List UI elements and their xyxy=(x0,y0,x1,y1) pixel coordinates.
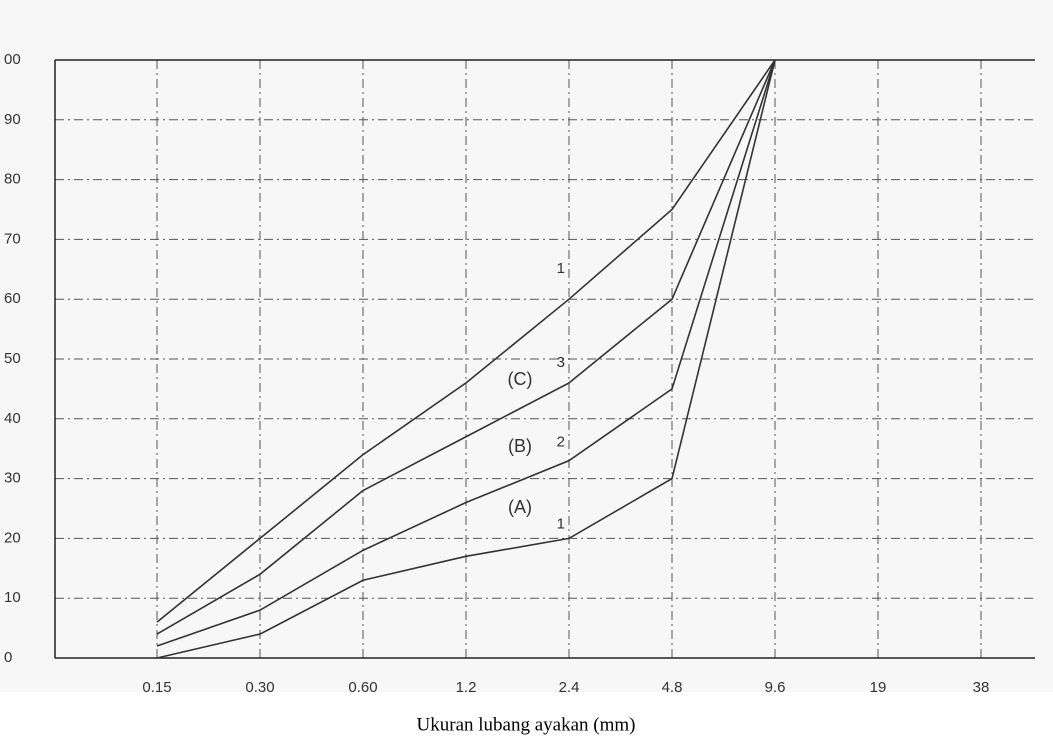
series-label: 3 xyxy=(557,354,565,371)
x-axis-label: Ukuran lubang ayakan (mm) xyxy=(417,714,636,735)
y-tick-label: 30 xyxy=(4,470,21,487)
y-tick-label: 60 xyxy=(4,290,21,307)
y-tick-label: 90 xyxy=(4,111,21,128)
x-tick-label: 2.4 xyxy=(559,679,580,696)
x-tick-label: 0.60 xyxy=(348,679,377,696)
y-tick-label: 00 xyxy=(4,51,21,68)
line-series xyxy=(156,59,776,647)
annotation: (A) xyxy=(508,497,532,517)
y-tick-label: 70 xyxy=(4,230,21,247)
x-tick-label: 0.30 xyxy=(245,679,274,696)
series-label: 1 xyxy=(557,515,565,532)
line-series xyxy=(156,59,776,623)
x-tick-label: 0.15 xyxy=(142,679,171,696)
annotation: (B) xyxy=(508,436,532,456)
y-tick-label: 10 xyxy=(4,589,21,606)
line-series xyxy=(156,59,776,635)
x-tick-label: 4.8 xyxy=(662,679,683,696)
y-tick-label: 40 xyxy=(4,410,21,427)
y-tick-label: 20 xyxy=(4,529,21,546)
line-series xyxy=(156,59,776,659)
x-tick-label: 19 xyxy=(870,679,887,696)
x-tick-label: 1.2 xyxy=(456,679,477,696)
y-tick-label: 0 xyxy=(4,649,12,666)
x-tick-label: 9.6 xyxy=(765,679,786,696)
y-tick-label: 80 xyxy=(4,171,21,188)
chart-background xyxy=(0,0,1053,692)
series-label: 2 xyxy=(557,434,565,451)
x-tick-label: 38 xyxy=(973,679,990,696)
annotation: (C) xyxy=(508,369,533,389)
y-tick-label: 50 xyxy=(4,350,21,367)
series-label: 1 xyxy=(557,260,565,277)
